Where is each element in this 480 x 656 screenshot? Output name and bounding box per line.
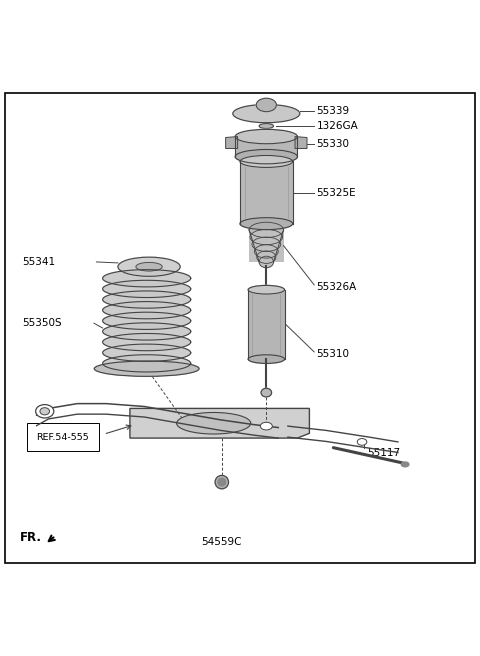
Ellipse shape [233, 104, 300, 123]
Ellipse shape [260, 422, 272, 430]
Polygon shape [103, 323, 191, 340]
Text: 55326A: 55326A [317, 282, 357, 293]
Ellipse shape [249, 222, 284, 237]
Text: FR.: FR. [20, 531, 42, 544]
Text: 55330: 55330 [317, 138, 349, 149]
Polygon shape [103, 312, 191, 329]
Polygon shape [103, 344, 191, 361]
Ellipse shape [235, 129, 298, 144]
Text: 55325E: 55325E [317, 188, 356, 197]
Ellipse shape [248, 355, 285, 363]
Polygon shape [103, 280, 191, 298]
Text: 55339: 55339 [317, 106, 350, 116]
Ellipse shape [136, 262, 162, 271]
Text: 55341: 55341 [22, 257, 55, 267]
Polygon shape [235, 136, 298, 157]
Ellipse shape [357, 439, 367, 445]
Ellipse shape [94, 361, 199, 377]
Ellipse shape [177, 413, 251, 434]
Ellipse shape [118, 257, 180, 276]
Ellipse shape [259, 256, 274, 268]
Polygon shape [226, 136, 238, 148]
Ellipse shape [256, 98, 276, 112]
Polygon shape [249, 230, 284, 262]
Ellipse shape [259, 123, 274, 129]
Polygon shape [130, 409, 310, 438]
Ellipse shape [240, 155, 293, 167]
Ellipse shape [235, 150, 298, 164]
Text: 55310: 55310 [317, 350, 349, 359]
Text: 54559C: 54559C [202, 537, 242, 547]
Text: 55117: 55117 [367, 449, 400, 459]
Polygon shape [295, 136, 307, 148]
Ellipse shape [218, 478, 226, 486]
Ellipse shape [240, 218, 293, 230]
Polygon shape [103, 333, 191, 351]
Ellipse shape [254, 245, 278, 258]
Ellipse shape [401, 462, 409, 467]
Ellipse shape [257, 251, 276, 264]
Polygon shape [103, 302, 191, 319]
Polygon shape [103, 270, 191, 287]
Text: 1326GA: 1326GA [317, 121, 359, 131]
Polygon shape [248, 290, 285, 359]
Ellipse shape [261, 388, 272, 397]
Text: REF.54-555: REF.54-555 [36, 432, 89, 441]
Ellipse shape [248, 285, 285, 294]
Polygon shape [240, 161, 293, 224]
Ellipse shape [252, 237, 281, 251]
Ellipse shape [215, 476, 228, 489]
Ellipse shape [250, 230, 283, 245]
Polygon shape [103, 355, 191, 372]
Ellipse shape [36, 405, 54, 418]
Polygon shape [103, 291, 191, 308]
Ellipse shape [40, 407, 49, 415]
Text: 55350S: 55350S [22, 318, 62, 328]
